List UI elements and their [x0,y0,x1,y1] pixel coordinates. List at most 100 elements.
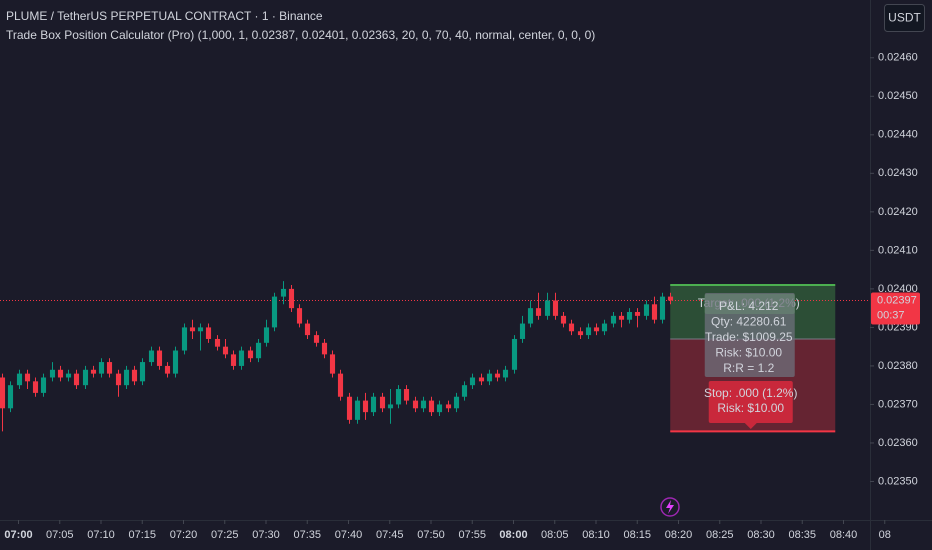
candle-body [436,404,443,413]
candle-body [49,369,56,378]
candle-body [197,327,204,332]
candle-body [527,308,534,324]
candle-body [304,323,311,336]
x-tick-label: 07:20 [170,529,198,541]
x-tick-label: 08:30 [747,529,775,541]
x-tick-label: 07:25 [211,529,239,541]
candle-body [461,385,468,397]
countdown-label: 00:37 [877,309,905,321]
x-tick-label: 08 [879,529,891,541]
info-line: Trade: $1009.25 [705,330,793,344]
candle-body [131,369,138,382]
candle-body [139,362,146,382]
candle-body [73,373,80,386]
candle-body [337,373,344,397]
candle-body [24,373,31,382]
candle-body [247,350,254,359]
stop-label-line: Risk: $10.00 [717,401,784,415]
chart-title: PLUME / TetherUS PERPETUAL CONTRACT · 1 … [6,9,323,23]
x-tick-label: 07:55 [458,529,486,541]
x-tick-label: 07:30 [252,529,280,541]
info-box [704,293,795,378]
y-tick-label: 0.02380 [878,360,918,372]
candle-body [164,365,171,374]
candle-body [618,315,625,320]
y-tick-label: 0.02460 [878,52,918,64]
candle-body [255,342,262,359]
candle-body [32,381,39,393]
flash-icon-bolt[interactable] [666,500,674,514]
flash-icon-circle[interactable] [660,497,680,517]
x-tick-label: 08:35 [788,529,816,541]
candle-body [280,288,287,297]
candle-body [90,369,97,374]
candle-body [172,350,179,374]
x-tick-label: 08:10 [582,529,610,541]
candle-body [486,373,493,382]
candle-body [148,350,155,363]
candle-body [156,350,163,366]
candle-body [263,327,270,343]
indicator-label: Trade Box Position Calculator (Pro) (1,0… [6,28,595,42]
x-tick-label: 07:35 [293,529,321,541]
candle-body [453,396,460,409]
candle-body [593,327,600,332]
candle-body [469,377,476,386]
candle-body [626,312,633,320]
candle-body [238,350,245,366]
y-tick-label: 0.02350 [878,475,918,487]
last-price-label: 0.02397 [877,294,917,306]
x-tick-label: 07:10 [87,529,115,541]
candle-body [65,373,72,378]
candle-body [412,400,419,409]
candle-body [321,342,328,355]
currency-button[interactable] [884,4,925,32]
candle-body [16,373,23,386]
candle-body [667,296,674,301]
candle-body [288,288,295,309]
info-line: P&L: 4.212 [719,299,779,313]
stop-label-box [708,381,793,424]
stop-label-pointer [744,423,757,430]
stop-label-line: Stop: .000 (1.2%) [704,386,797,400]
x-tick-label: 07:00 [4,529,32,541]
candle-body [428,400,435,413]
candle-body [560,315,567,324]
info-line: R:R = 1.2 [723,361,774,375]
candle-body [40,377,47,393]
x-tick-label: 07:15 [128,529,156,541]
candle-body [502,369,509,378]
candle-body [585,327,592,336]
flash-icon[interactable] [660,497,680,517]
candle-body [478,377,485,382]
y-tick-label: 0.02410 [878,244,918,256]
candle-body [577,331,584,336]
candle-body [601,323,608,332]
x-tick-label: 07:45 [376,529,404,541]
candle-body [82,369,89,386]
candle-body [552,300,559,316]
y-tick-label: 0.02420 [878,206,918,218]
candle-body [420,400,427,409]
candle-body [0,377,6,409]
candle-body [544,300,551,316]
currency-button-label[interactable]: USDT [888,11,921,25]
x-tick-label: 08:00 [499,529,527,541]
y-tick-label: 0.02440 [878,129,918,141]
x-tick-label: 08:20 [665,529,693,541]
candle-body [106,362,113,374]
candle-body [387,404,394,409]
candle-body [123,369,130,386]
candle-body [57,369,64,378]
candle-body [313,335,320,343]
candle-body [181,327,188,351]
candle-body [362,400,369,413]
x-tick-label: 07:05 [46,529,74,541]
y-tick-label: 0.02370 [878,398,918,410]
candle-body [296,308,303,324]
candle-body [610,315,617,324]
x-tick-label: 08:40 [830,529,858,541]
